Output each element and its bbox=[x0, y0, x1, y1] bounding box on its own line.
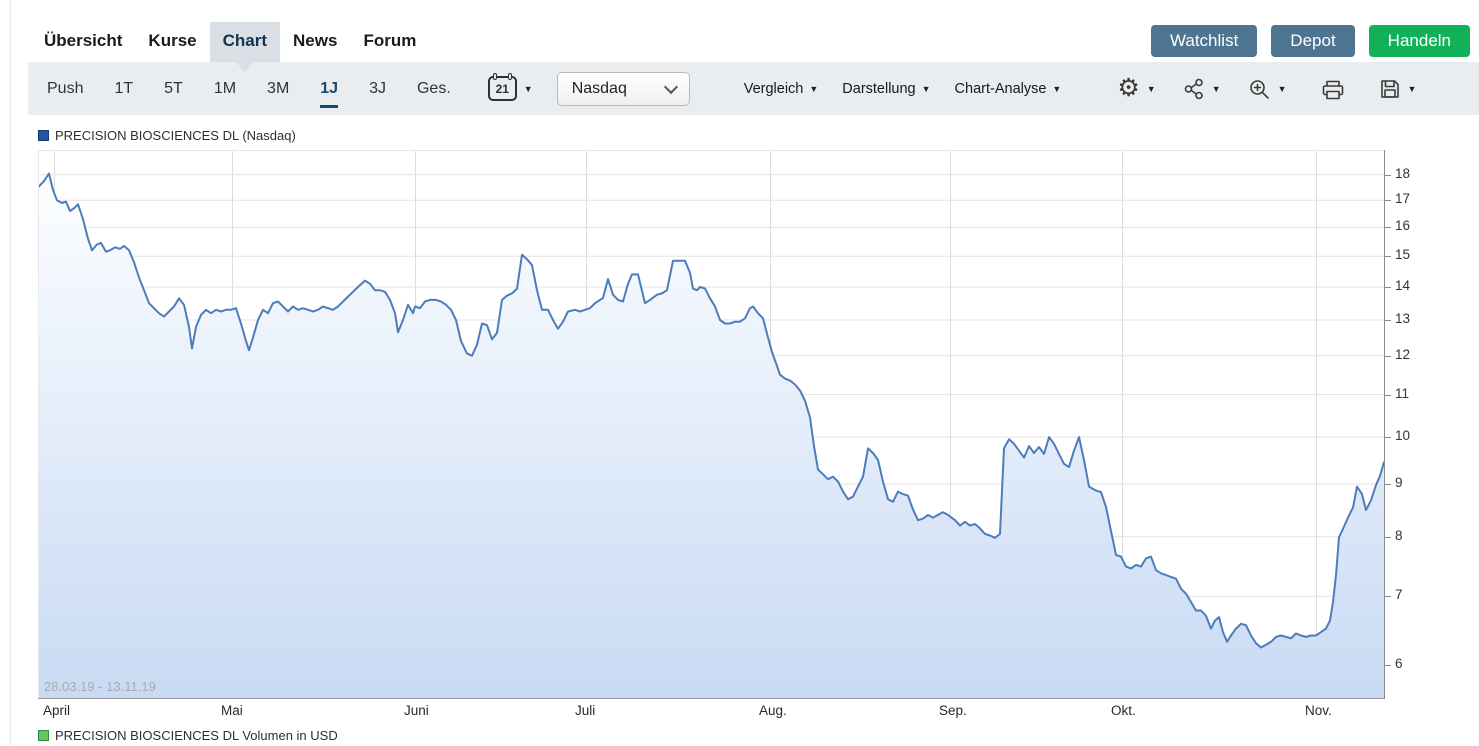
page-left-border bbox=[10, 0, 11, 746]
y-axis-tick bbox=[1385, 200, 1391, 202]
y-axis-label: 10 bbox=[1395, 428, 1411, 444]
chevron-down-icon: ▼ bbox=[921, 83, 931, 94]
y-axis-label: 17 bbox=[1395, 191, 1411, 207]
menu-chart-analyse[interactable]: Chart-Analyse ▼ bbox=[954, 80, 1062, 97]
x-axis-label: Okt. bbox=[1111, 703, 1136, 718]
chevron-down-icon: ▼ bbox=[523, 83, 533, 94]
top-navigation: Übersicht Kurse Chart News Forum bbox=[31, 0, 429, 72]
y-axis-tick bbox=[1385, 355, 1391, 357]
y-axis-tick bbox=[1385, 320, 1391, 321]
chevron-down-icon: ▼ bbox=[809, 83, 819, 94]
range-button-1t[interactable]: 1T bbox=[114, 79, 134, 97]
y-axis-label: 11 bbox=[1395, 385, 1410, 401]
range-button-3j[interactable]: 3J bbox=[369, 79, 386, 97]
range-button-ges[interactable]: Ges. bbox=[416, 79, 451, 97]
depot-button[interactable]: Depot bbox=[1271, 25, 1355, 57]
y-axis-tick bbox=[1385, 484, 1391, 486]
y-axis-label: 8 bbox=[1395, 527, 1403, 543]
y-axis-tick bbox=[1385, 665, 1391, 666]
price-chart[interactable] bbox=[38, 150, 1385, 699]
y-axis-tick bbox=[1385, 227, 1391, 229]
y-axis-label: 12 bbox=[1395, 346, 1411, 362]
green-series-swatch-icon bbox=[38, 730, 49, 741]
y-axis-label: 6 bbox=[1395, 656, 1403, 671]
share-nodes-icon bbox=[1184, 78, 1203, 99]
settings-button[interactable]: ⚙ ▼ bbox=[1117, 76, 1155, 101]
save-button[interactable]: ▼ bbox=[1379, 78, 1417, 100]
price-series-legend: PRECISION BIOSCIENCES DL (Nasdaq) bbox=[38, 128, 296, 143]
nav-tab-übersicht[interactable]: Übersicht bbox=[44, 31, 123, 50]
print-button[interactable] bbox=[1320, 78, 1346, 100]
chevron-down-icon: ▼ bbox=[1211, 83, 1221, 94]
menu-vergleich[interactable]: Vergleich ▼ bbox=[743, 80, 819, 97]
chevron-down-icon: ▼ bbox=[1407, 83, 1417, 94]
share-button[interactable]: ▼ bbox=[1183, 78, 1221, 100]
volume-legend-label: PRECISION BIOSCIENCES DL Volumen in USD bbox=[55, 728, 338, 743]
range-button-1j[interactable]: 1J bbox=[320, 79, 339, 108]
y-axis-label: 18 bbox=[1395, 165, 1411, 181]
price-legend-label: PRECISION BIOSCIENCES DL (Nasdaq) bbox=[55, 128, 296, 143]
chart-toolbar: Push 1T 5T 1M 3M 1J 3J Ges. 21 ▼ Nasdaq Verglei… bbox=[28, 62, 1479, 115]
gear-icon: ⚙ bbox=[1117, 74, 1140, 102]
y-axis-label: 16 bbox=[1395, 218, 1411, 234]
menu-darstellung[interactable]: Darstellung ▼ bbox=[842, 80, 931, 97]
y-axis-label: 15 bbox=[1395, 247, 1411, 263]
y-axis-tick bbox=[1385, 596, 1391, 598]
volume-series-legend: PRECISION BIOSCIENCES DL Volumen in USD bbox=[38, 728, 338, 743]
range-button-1m[interactable]: 1M bbox=[213, 79, 237, 97]
y-axis-tick bbox=[1385, 437, 1391, 439]
action-buttons: Watchlist Depot Handeln bbox=[1150, 25, 1470, 57]
zoom-button[interactable]: ▼ bbox=[1248, 78, 1287, 100]
x-axis-label: April bbox=[43, 703, 71, 718]
chevron-down-icon bbox=[663, 79, 678, 94]
nav-tab-forum[interactable]: Forum bbox=[363, 31, 417, 50]
date-range-picker[interactable]: 21 ▼ bbox=[487, 73, 533, 101]
y-axis-tick bbox=[1385, 174, 1391, 176]
range-buttons: Push 1T 5T 1M 3M 1J 3J Ges. bbox=[47, 79, 482, 108]
chevron-down-icon: ▼ bbox=[1277, 83, 1287, 94]
nav-tab-kurse[interactable]: Kurse bbox=[148, 31, 197, 50]
chevron-down-icon: ▼ bbox=[1052, 83, 1062, 94]
chevron-down-icon: ▼ bbox=[1146, 83, 1156, 94]
blue-series-swatch-icon bbox=[38, 130, 49, 141]
printer-icon bbox=[1322, 80, 1343, 99]
exchange-select[interactable]: Nasdaq bbox=[556, 71, 690, 106]
x-axis-label: Mai bbox=[221, 703, 243, 718]
nav-tab-news[interactable]: News bbox=[293, 31, 338, 50]
x-axis-label: Nov. bbox=[1305, 703, 1332, 718]
y-axis-label: 14 bbox=[1395, 278, 1411, 293]
x-axis-label: Aug. bbox=[759, 703, 787, 718]
zoom-in-icon bbox=[1249, 79, 1269, 99]
range-button-3m[interactable]: 3M bbox=[267, 79, 290, 97]
menu-buttons: Vergleich ▼ Darstellung ▼ Chart-Analyse ▼ bbox=[700, 81, 1074, 97]
x-axis-label: Juni bbox=[404, 703, 429, 718]
watchlist-button[interactable]: Watchlist bbox=[1150, 25, 1258, 57]
range-button-5t[interactable]: 5T bbox=[164, 79, 183, 97]
x-axis-label: Juli bbox=[575, 703, 596, 718]
range-button-push[interactable]: Push bbox=[47, 79, 84, 97]
chart-date-range: 28.03.19 - 13.11.19 bbox=[44, 679, 156, 694]
y-axis-label: 7 bbox=[1395, 587, 1403, 603]
y-axis-tick bbox=[1385, 536, 1391, 538]
y-axis-label: 9 bbox=[1395, 475, 1403, 491]
price-chart-svg bbox=[38, 150, 1385, 699]
y-axis-tick bbox=[1385, 256, 1391, 258]
nav-tab-chart[interactable]: Chart bbox=[209, 22, 281, 72]
handeln-button[interactable]: Handeln bbox=[1368, 25, 1470, 57]
y-axis-label: 13 bbox=[1395, 311, 1411, 326]
exchange-selected-value: Nasdaq bbox=[571, 79, 627, 97]
calendar-icon: 21 bbox=[487, 73, 517, 101]
y-axis-tick bbox=[1385, 394, 1391, 396]
save-floppy-icon bbox=[1380, 79, 1399, 98]
x-axis-label: Sep. bbox=[939, 703, 967, 718]
y-axis-tick bbox=[1385, 287, 1391, 288]
